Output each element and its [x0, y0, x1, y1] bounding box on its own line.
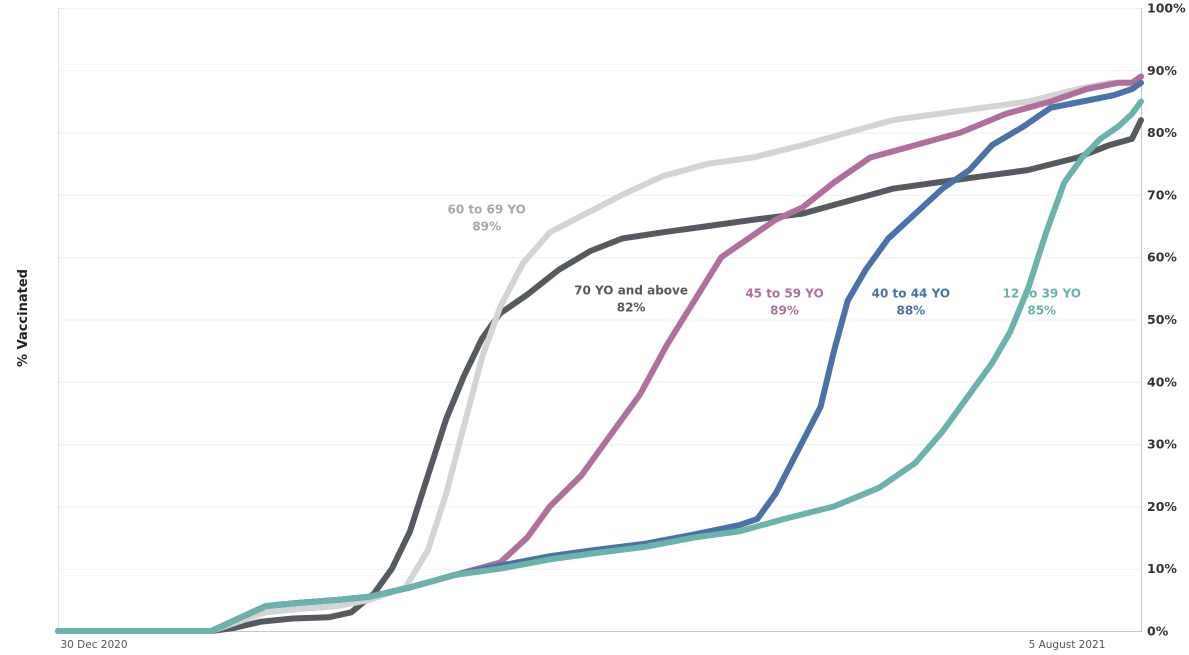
x-tick-label-end: 5 August 2021: [1029, 639, 1106, 651]
series-annotation-name: 45 to 59 YO: [745, 287, 823, 301]
y-tick-label: 20%: [1147, 499, 1177, 514]
y-axis-title: % Vaccinated: [16, 269, 31, 367]
y-tick-label: 90%: [1147, 63, 1177, 78]
gridlines: [58, 8, 1141, 570]
series-annotation-value: 85%: [1027, 304, 1056, 318]
series-line-2: [55, 73, 1144, 634]
series-annotation-name: 12 to 39 YO: [1003, 287, 1081, 301]
series-lines: [55, 73, 1144, 634]
series-line-1: [55, 117, 1144, 634]
y-tick-label: 10%: [1147, 561, 1177, 576]
series-line-5: [55, 98, 1144, 634]
series-annotation-name: 40 to 44 YO: [872, 287, 950, 301]
y-tick-label: 50%: [1147, 312, 1177, 327]
y-tick-label: 40%: [1147, 374, 1177, 389]
y-tick-label: 100%: [1147, 1, 1186, 16]
y-tick-label: 70%: [1147, 187, 1177, 202]
y-tick-label: 60%: [1147, 250, 1177, 265]
y-tick-label: 30%: [1147, 437, 1177, 452]
y-tick-label: 80%: [1147, 125, 1177, 140]
x-tick-label-start: 30 Dec 2020: [60, 639, 127, 651]
series-annotation-name: 60 to 69 YO: [448, 203, 526, 217]
series-annotation-value: 89%: [770, 304, 799, 318]
series-annotations: 60 to 69 YO 89% 70 YO and above 82% 45 to 59…: [448, 203, 1081, 318]
y-tick-label: 0%: [1147, 624, 1169, 639]
series-annotation-value: 89%: [472, 220, 501, 234]
series-annotation-name: 70 YO and above: [574, 284, 688, 298]
series-annotation-value: 82%: [617, 301, 646, 315]
series-annotation-value: 88%: [896, 304, 925, 318]
y-tick-labels: 0% 10% 20% 30% 40% 50% 60% 70% 80% 90% 100%: [1147, 1, 1186, 639]
